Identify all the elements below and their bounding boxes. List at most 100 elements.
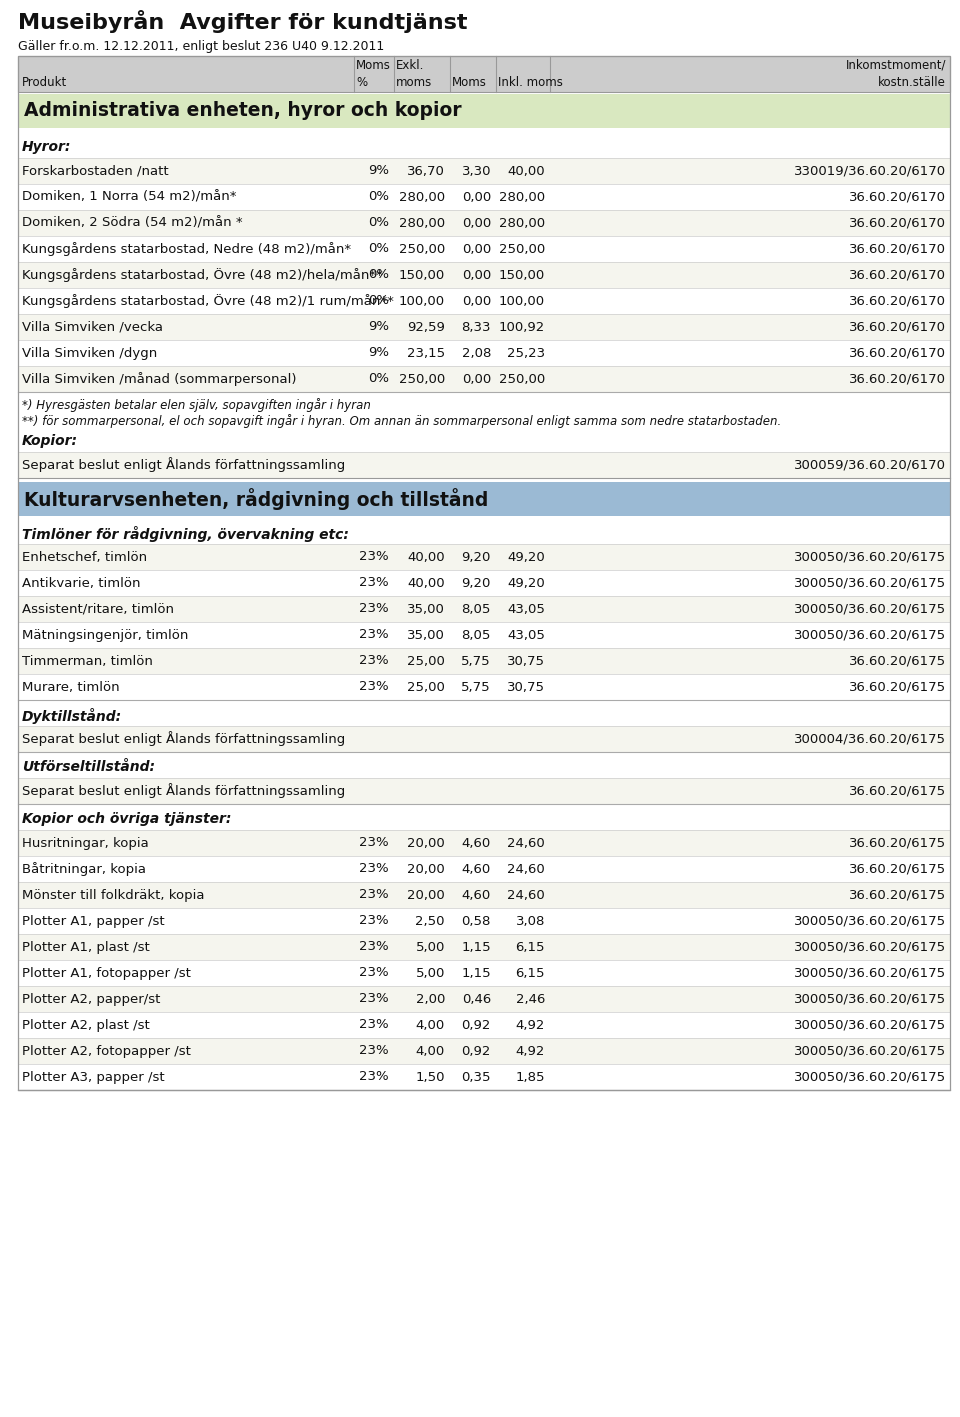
Text: Kungsgårdens statarbostad, Nedre (48 m2)/mån*: Kungsgårdens statarbostad, Nedre (48 m2)… xyxy=(22,242,351,256)
Text: 23%: 23% xyxy=(359,602,389,615)
Bar xyxy=(18,986,950,1012)
Text: Kopior och övriga tjänster:: Kopior och övriga tjänster: xyxy=(22,812,231,826)
Text: Moms: Moms xyxy=(356,60,391,72)
Text: 92,59: 92,59 xyxy=(407,320,445,333)
Text: 24,60: 24,60 xyxy=(507,863,545,876)
Text: Kulturarvsenheten, rådgivning och tillstånd: Kulturarvsenheten, rådgivning och tillst… xyxy=(24,487,489,510)
Text: Plotter A1, papper /st: Plotter A1, papper /st xyxy=(22,914,164,928)
Text: moms: moms xyxy=(396,77,432,89)
Text: 300050/36.60.20/6175: 300050/36.60.20/6175 xyxy=(794,629,946,642)
Text: 49,20: 49,20 xyxy=(507,550,545,564)
Bar xyxy=(18,57,950,1090)
Text: Murare, timlön: Murare, timlön xyxy=(22,680,120,693)
Text: Båtritningar, kopia: Båtritningar, kopia xyxy=(22,862,146,876)
Text: 36.60.20/6170: 36.60.20/6170 xyxy=(849,295,946,307)
Text: 5,75: 5,75 xyxy=(462,680,491,693)
Text: 25,23: 25,23 xyxy=(507,347,545,360)
Text: 0%: 0% xyxy=(368,295,389,307)
Text: 0,00: 0,00 xyxy=(462,373,491,385)
Bar xyxy=(18,622,950,648)
Text: 36.60.20/6175: 36.60.20/6175 xyxy=(849,785,946,798)
Text: 6,15: 6,15 xyxy=(516,941,545,954)
Text: 1,15: 1,15 xyxy=(462,941,491,954)
Bar xyxy=(18,1012,950,1039)
Text: Plotter A1, fotopapper /st: Plotter A1, fotopapper /st xyxy=(22,966,191,979)
Text: Assistent/ritare, timlön: Assistent/ritare, timlön xyxy=(22,602,174,615)
Text: 36.60.20/6170: 36.60.20/6170 xyxy=(849,373,946,385)
Text: 4,60: 4,60 xyxy=(462,836,491,850)
Text: 0,92: 0,92 xyxy=(462,1019,491,1032)
Text: Plotter A2, plast /st: Plotter A2, plast /st xyxy=(22,1019,150,1032)
Text: 0,35: 0,35 xyxy=(462,1070,491,1084)
Bar xyxy=(18,570,950,597)
Text: 4,00: 4,00 xyxy=(416,1019,445,1032)
Bar xyxy=(18,366,950,393)
Text: 0,00: 0,00 xyxy=(462,268,491,282)
Text: 36.60.20/6170: 36.60.20/6170 xyxy=(849,217,946,230)
Text: 23%: 23% xyxy=(359,836,389,850)
Text: Villa Simviken /dygn: Villa Simviken /dygn xyxy=(22,347,157,360)
Bar xyxy=(18,237,950,262)
Text: 36.60.20/6175: 36.60.20/6175 xyxy=(849,888,946,901)
Text: 40,00: 40,00 xyxy=(407,577,445,589)
Bar xyxy=(18,159,950,184)
Text: 0%: 0% xyxy=(368,242,389,255)
Text: 6,15: 6,15 xyxy=(516,966,545,979)
Text: 300050/36.60.20/6175: 300050/36.60.20/6175 xyxy=(794,1044,946,1057)
Text: 280,00: 280,00 xyxy=(499,217,545,230)
Bar xyxy=(18,210,950,237)
Text: 0,00: 0,00 xyxy=(462,217,491,230)
Bar xyxy=(18,830,950,856)
Text: **) för sommarpersonal, el och sopavgift ingår i hyran. Om annan än sommarperson: **) för sommarpersonal, el och sopavgift… xyxy=(22,414,781,428)
Text: 280,00: 280,00 xyxy=(499,190,545,204)
Text: Timlöner för rådgivning, övervakning etc:: Timlöner för rådgivning, övervakning etc… xyxy=(22,526,348,541)
Text: Forskarbostaden /natt: Forskarbostaden /natt xyxy=(22,164,169,177)
Text: 20,00: 20,00 xyxy=(407,888,445,901)
Text: 36.60.20/6170: 36.60.20/6170 xyxy=(849,268,946,282)
Text: 330019/36.60.20/6170: 330019/36.60.20/6170 xyxy=(794,164,946,177)
Text: 9,20: 9,20 xyxy=(462,550,491,564)
Text: Domiken, 2 Södra (54 m2)/mån *: Domiken, 2 Södra (54 m2)/mån * xyxy=(22,217,243,230)
Text: 250,00: 250,00 xyxy=(499,242,545,255)
Bar xyxy=(18,778,950,803)
Bar xyxy=(18,674,950,700)
Text: Hyror:: Hyror: xyxy=(22,140,71,154)
Text: 5,00: 5,00 xyxy=(416,966,445,979)
Text: Husritningar, kopia: Husritningar, kopia xyxy=(22,836,149,850)
Text: 2,46: 2,46 xyxy=(516,992,545,1006)
Text: Separat beslut enligt Ålands författningssamling: Separat beslut enligt Ålands författning… xyxy=(22,731,346,747)
Text: 36.60.20/6170: 36.60.20/6170 xyxy=(849,347,946,360)
Bar xyxy=(18,57,950,92)
Text: Moms: Moms xyxy=(452,77,487,89)
Text: 23%: 23% xyxy=(359,629,389,642)
Text: 30,75: 30,75 xyxy=(507,680,545,693)
Bar xyxy=(18,1064,950,1090)
Text: Kopior:: Kopior: xyxy=(22,434,78,448)
Text: Enhetschef, timlön: Enhetschef, timlön xyxy=(22,550,147,564)
Text: 36.60.20/6175: 36.60.20/6175 xyxy=(849,680,946,693)
Text: 9%: 9% xyxy=(368,320,389,333)
Bar xyxy=(18,288,950,315)
Text: 150,00: 150,00 xyxy=(499,268,545,282)
Text: 23%: 23% xyxy=(359,655,389,667)
Text: 23%: 23% xyxy=(359,680,389,693)
Text: 43,05: 43,05 xyxy=(507,602,545,615)
Text: 23%: 23% xyxy=(359,1019,389,1032)
Text: 36.60.20/6170: 36.60.20/6170 xyxy=(849,190,946,204)
Text: 36.60.20/6175: 36.60.20/6175 xyxy=(849,655,946,667)
Text: 20,00: 20,00 xyxy=(407,836,445,850)
Text: 36.60.20/6170: 36.60.20/6170 xyxy=(849,242,946,255)
Text: Timmerman, timlön: Timmerman, timlön xyxy=(22,655,153,667)
Bar xyxy=(18,482,950,516)
Text: 23%: 23% xyxy=(359,577,389,589)
Text: Mätningsingenjör, timlön: Mätningsingenjör, timlön xyxy=(22,629,188,642)
Text: 23%: 23% xyxy=(359,914,389,928)
Text: 3,08: 3,08 xyxy=(516,914,545,928)
Text: Antikvarie, timlön: Antikvarie, timlön xyxy=(22,577,140,589)
Text: 8,05: 8,05 xyxy=(462,629,491,642)
Bar xyxy=(18,934,950,959)
Text: 23%: 23% xyxy=(359,1070,389,1084)
Text: 8,05: 8,05 xyxy=(462,602,491,615)
Text: 0,00: 0,00 xyxy=(462,295,491,307)
Text: 0,58: 0,58 xyxy=(462,914,491,928)
